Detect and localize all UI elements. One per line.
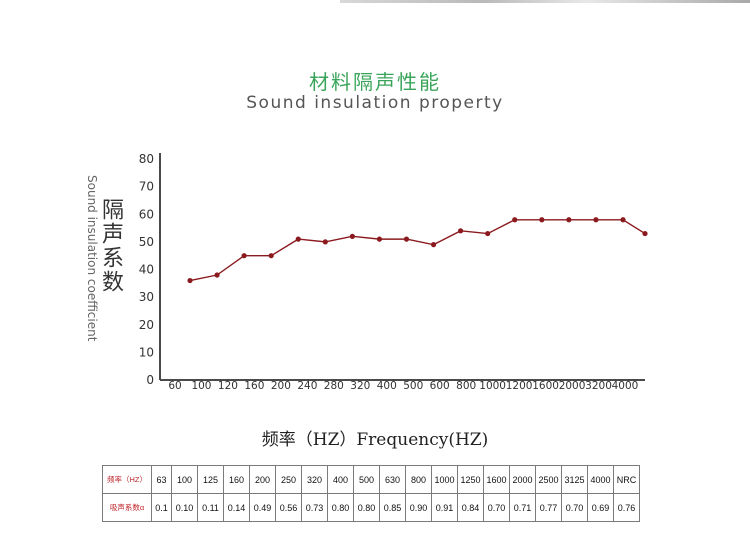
x-tick-label: 280 bbox=[324, 380, 344, 392]
y-tick-label: 20 bbox=[139, 318, 154, 332]
table-cell: 0.84 bbox=[457, 493, 484, 522]
table-cell: 0.76 bbox=[613, 493, 640, 522]
table-row-header: 频率（HZ） bbox=[102, 465, 152, 494]
table-cell: 0.56 bbox=[275, 493, 302, 522]
table-cell: 0.91 bbox=[431, 493, 458, 522]
table-cell: 800 bbox=[405, 465, 432, 494]
table-cell: 0.14 bbox=[223, 493, 250, 522]
x-tick-label: 100 bbox=[191, 380, 211, 392]
data-point bbox=[349, 233, 355, 239]
data-point-end bbox=[642, 230, 648, 237]
table-cell: 0.11 bbox=[197, 493, 224, 522]
table-cell: 2500 bbox=[535, 465, 562, 494]
table-cell: 200 bbox=[249, 465, 276, 494]
table-cell: 500 bbox=[353, 465, 380, 494]
y-tick-label: 70 bbox=[139, 180, 154, 194]
data-point bbox=[295, 236, 301, 242]
table-cell: 250 bbox=[275, 465, 302, 494]
top-photo-strip bbox=[340, 0, 750, 3]
y-axis-label-en: Sound insulation coefficient bbox=[85, 175, 99, 342]
table-cell: 0.80 bbox=[327, 493, 354, 522]
section-title-en: Sound insulation property bbox=[246, 93, 504, 113]
table-cell: 0.49 bbox=[249, 493, 276, 522]
table-cell: 0.69 bbox=[587, 493, 614, 522]
table-cell: 100 bbox=[171, 465, 198, 494]
table-cell: 1000 bbox=[431, 465, 458, 494]
data-point bbox=[512, 217, 518, 223]
data-point bbox=[539, 217, 545, 223]
y-axis-label-zh: 隔声系数 bbox=[98, 198, 123, 294]
absorption-table: 频率（HZ） 63 100 125 160 200 250 320 400 500 630 800 10… bbox=[102, 465, 640, 522]
table-cell: 2000 bbox=[509, 465, 536, 494]
table-cell: 4000 bbox=[587, 465, 614, 494]
data-point bbox=[187, 277, 193, 284]
x-tick-label: 3200 bbox=[585, 380, 612, 392]
section-title-zh: 材料隔声性能 bbox=[309, 70, 441, 94]
x-tick-label: 120 bbox=[218, 380, 238, 392]
series-line bbox=[189, 219, 646, 282]
table-cell: 0.80 bbox=[353, 493, 380, 522]
x-tick-label: 200 bbox=[271, 380, 291, 392]
y-tick-label: 80 bbox=[139, 152, 154, 166]
table-cell: 160 bbox=[223, 465, 250, 494]
data-point bbox=[376, 236, 383, 242]
table-cell: 1600 bbox=[483, 465, 510, 494]
table-cell: 0.71 bbox=[509, 493, 536, 522]
data-point bbox=[268, 253, 274, 259]
table-cell: 400 bbox=[327, 465, 354, 494]
table-cell: 63 bbox=[151, 465, 172, 494]
data-point bbox=[566, 217, 572, 223]
data-point bbox=[322, 239, 328, 245]
y-tick-label: 10 bbox=[139, 345, 154, 359]
data-point bbox=[458, 228, 464, 234]
data-point bbox=[241, 253, 247, 259]
x-tick-label: 1000 bbox=[479, 380, 506, 392]
table-cell: 0.85 bbox=[379, 493, 406, 522]
data-point bbox=[430, 242, 437, 248]
table-row: 频率（HZ） 63 100 125 160 200 250 320 400 500 630 800 10… bbox=[102, 465, 640, 494]
x-tick-label: 60 bbox=[168, 380, 181, 392]
data-point bbox=[403, 236, 410, 242]
table-row-header: 吸声系数α bbox=[102, 493, 152, 522]
y-tick-label: 50 bbox=[139, 235, 154, 249]
x-tick-label: 400 bbox=[377, 380, 397, 392]
table-cell: 0.10 bbox=[171, 493, 198, 522]
table-cell: 630 bbox=[379, 465, 406, 494]
table-cell: 0.73 bbox=[301, 493, 328, 522]
table-cell: 3125 bbox=[561, 465, 588, 494]
data-point bbox=[593, 217, 599, 223]
table-cell: 0.70 bbox=[483, 493, 510, 522]
table-cell: 125 bbox=[197, 465, 224, 494]
x-tick-label: 240 bbox=[297, 380, 317, 392]
x-tick-label: 1600 bbox=[532, 380, 559, 392]
table-cell: 0.77 bbox=[535, 493, 562, 522]
data-point bbox=[214, 272, 220, 278]
x-tick-label: 500 bbox=[403, 380, 423, 392]
x-tick-label: 600 bbox=[430, 380, 450, 392]
x-tick-label: 800 bbox=[456, 380, 476, 392]
y-tick-label: 40 bbox=[139, 263, 154, 277]
x-axis-label: 频率（HZ）Frequency(HZ) bbox=[261, 430, 489, 450]
data-point bbox=[620, 217, 626, 223]
x-tick-label: 1200 bbox=[506, 380, 533, 392]
data-point bbox=[485, 230, 491, 237]
x-tick-label: 2000 bbox=[559, 380, 586, 392]
table-cell: 1250 bbox=[457, 465, 484, 494]
y-tick-label: 60 bbox=[139, 207, 154, 221]
x-tick-label: 320 bbox=[350, 380, 370, 392]
table-row: 吸声系数α 0.1 0.10 0.11 0.14 0.49 0.56 0.73 0.80 0.80… bbox=[102, 493, 640, 522]
table-cell: NRC bbox=[613, 465, 640, 494]
x-tick-label: 4000 bbox=[612, 380, 639, 392]
table-cell: 0.90 bbox=[405, 493, 432, 522]
table-cell: 0.1 bbox=[151, 493, 172, 522]
table-cell: 0.70 bbox=[561, 493, 588, 522]
table-cell: 320 bbox=[301, 465, 328, 494]
x-tick-label: 160 bbox=[244, 380, 264, 392]
y-tick-label: 30 bbox=[139, 290, 154, 304]
y-tick-label: 0 bbox=[146, 373, 154, 387]
